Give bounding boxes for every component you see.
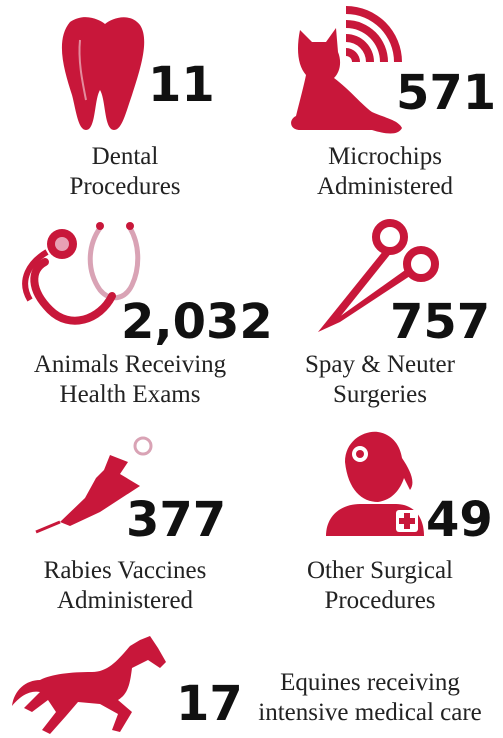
tooth-icon xyxy=(61,17,145,131)
stat-number: 49 xyxy=(426,492,493,548)
doctor-icon xyxy=(326,431,424,536)
stat-number: 11 xyxy=(148,57,215,113)
cat-icon xyxy=(291,6,402,134)
stat-number: 571 xyxy=(396,65,496,121)
stat-label: Rabies Vaccines xyxy=(44,557,207,584)
stethoscope-icon xyxy=(22,222,141,325)
syringe-icon xyxy=(35,436,153,534)
stat-number: 2,032 xyxy=(121,294,273,350)
horse-icon xyxy=(12,636,166,734)
stat-label: Procedures xyxy=(69,173,180,200)
stat-number: 757 xyxy=(390,294,490,350)
scissors-icon xyxy=(318,219,439,332)
stat-label: Administered xyxy=(57,587,194,614)
stat-label: Health Exams xyxy=(60,381,201,408)
stat-label: Dental xyxy=(92,143,159,170)
stat-label: Animals Receiving xyxy=(34,351,227,378)
stat-label: Procedures xyxy=(324,587,435,614)
stat-label: Surgeries xyxy=(333,381,427,408)
stat-label: Microchips xyxy=(328,143,442,170)
stat-label: Other Surgical xyxy=(307,557,453,584)
stat-label: Administered xyxy=(317,173,454,200)
stat-number: 17 xyxy=(176,676,243,732)
stat-label: intensive medical care xyxy=(258,699,482,726)
stat-number: 377 xyxy=(126,492,226,548)
stat-label: Spay & Neuter xyxy=(305,351,456,378)
stat-label: Equines receiving xyxy=(280,669,460,696)
